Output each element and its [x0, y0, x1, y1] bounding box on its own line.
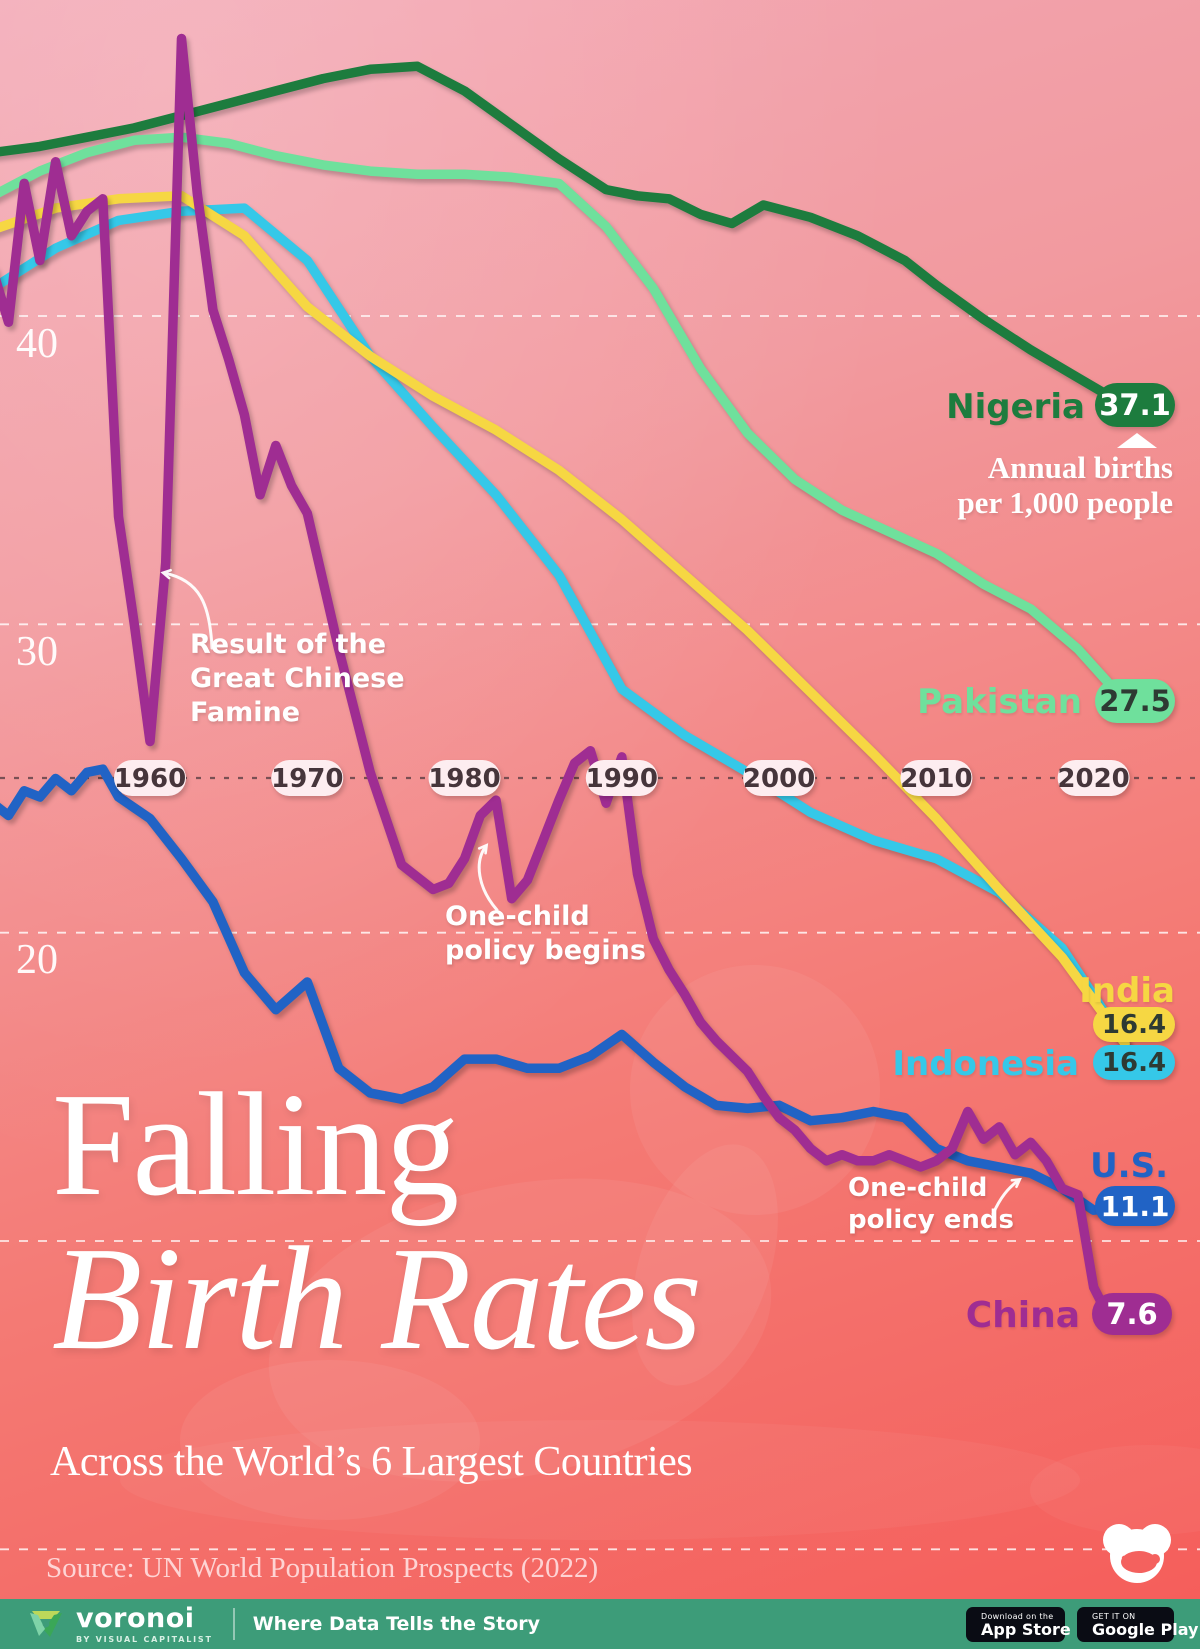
y-tick-30: 30 [16, 629, 58, 675]
x-tick-2010: 2010 [900, 760, 973, 796]
unit-callout: Annual births per 1,000 people [957, 450, 1173, 520]
app-store-text: Download on the App Store [981, 1612, 1071, 1638]
x-tick-1970: 1970 [271, 760, 343, 796]
annotation-policy-ends-line2: policy ends [848, 1205, 1014, 1235]
x-tick-2000: 2000 [743, 760, 815, 796]
unit-callout-line2: per 1,000 people [957, 485, 1173, 520]
brand-name: voronoi [76, 1602, 195, 1634]
policy-begins-arrow [477, 843, 499, 912]
unit-callout-line1: Annual births [987, 450, 1173, 485]
policy-ends-arrow [991, 1177, 1022, 1216]
line-indonesia [0, 203, 1130, 1049]
x-tick-2020: 2020 [1057, 760, 1130, 796]
svg-text:1960: 1960 [114, 764, 186, 794]
y-tick-40: 40 [16, 321, 58, 367]
google-play-line2: Google Play [1092, 1619, 1199, 1639]
unit-callout-pointer-icon [1117, 433, 1157, 448]
annotation-famine-line1: Result of the [190, 629, 387, 660]
famine-arrow [160, 568, 214, 650]
x-tick-1960: 1960 [114, 760, 186, 796]
value-badge-china: 7.6 [1092, 1293, 1172, 1335]
series-label-india: India [1079, 971, 1175, 1011]
line-nigeria [0, 61, 1130, 411]
series-label-pakistan: Pakistan [917, 682, 1082, 722]
page-subtitle: Across the World’s 6 Largest Countries [50, 1439, 693, 1485]
svg-text:1990: 1990 [586, 764, 658, 794]
svg-text:1980: 1980 [428, 764, 500, 794]
value-badge-nigeria: 37.1 [1095, 383, 1175, 427]
page-title-line1: Falling [52, 1063, 459, 1227]
annotation-policy-begins-line2: policy begins [445, 935, 646, 966]
series-label-nigeria: Nigeria [946, 387, 1085, 427]
annotation-policy-begins-line1: One-child [445, 901, 590, 932]
google-play-text: GET IT ON Google Play [1092, 1612, 1198, 1638]
svg-text:2000: 2000 [743, 764, 815, 794]
app-store-line2: App Store [981, 1619, 1071, 1639]
brand-subtitle: BY VISUAL CAPITALIST [76, 1634, 213, 1644]
series-label-indonesia: Indonesia [892, 1044, 1079, 1084]
annotation-famine: Result of the Great Chinese Famine [190, 628, 405, 730]
footer-divider [232, 1608, 235, 1640]
google-play-line1: GET IT ON [1092, 1611, 1136, 1621]
value-badge-pakistan: 27.5 [1095, 679, 1175, 723]
y-tick-20: 20 [16, 937, 58, 983]
google-play-badge[interactable]: GET IT ON Google Play [1077, 1607, 1198, 1642]
annotation-policy-ends: One-child policy ends [848, 1172, 1014, 1236]
series-label-china: China [965, 1295, 1080, 1336]
annotation-arrows [160, 433, 1157, 1216]
app-store-badge[interactable]: Download on the App Store [966, 1607, 1071, 1642]
voronoi-logo-icon [30, 1611, 62, 1637]
annotation-famine-line3: Famine [190, 697, 301, 728]
series-label-us: U.S. [1090, 1146, 1168, 1186]
svg-text:2020: 2020 [1057, 764, 1129, 794]
annotation-policy-ends-line1: One-child [848, 1173, 988, 1203]
value-badge-us: 11.1 [1095, 1186, 1175, 1226]
baby-logo [1103, 1524, 1171, 1583]
svg-text:1970: 1970 [271, 764, 343, 794]
line-china [0, 33, 1130, 1323]
annotation-policy-begins: One-child policy begins [445, 900, 646, 968]
value-badge-indonesia: 16.4 [1093, 1045, 1175, 1080]
line-us [0, 764, 1130, 1215]
svg-text:2010: 2010 [900, 764, 972, 794]
voronoi-wordmark: voronoi BY VISUAL CAPITALIST [76, 1605, 213, 1644]
value-badge-india: 16.4 [1093, 1007, 1175, 1042]
footer-tagline: Where Data Tells the Story [252, 1613, 541, 1635]
app-store-line1: Download on the [981, 1611, 1054, 1621]
x-tick-1990: 1990 [586, 760, 658, 796]
annotation-famine-line2: Great Chinese [190, 663, 405, 694]
baby-watermark [120, 965, 1200, 1540]
x-tick-1980: 1980 [428, 760, 501, 796]
page-title-line2: Birth Rates [52, 1217, 702, 1381]
source-credit: Source: UN World Population Prospects (2… [46, 1552, 599, 1584]
